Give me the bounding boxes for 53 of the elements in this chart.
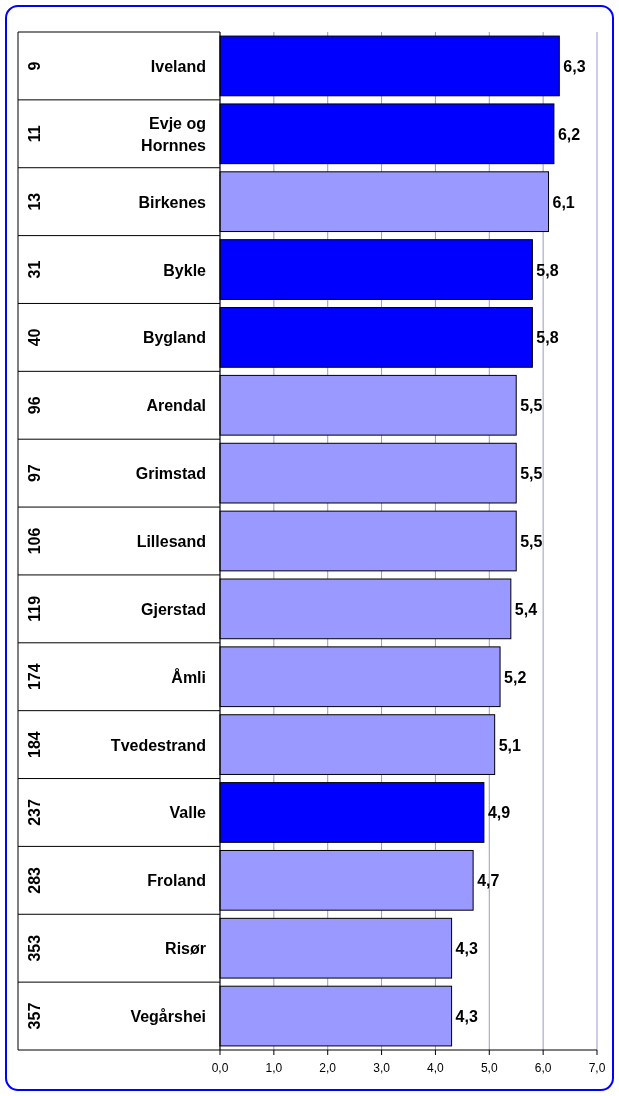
text: 96 [26,396,43,415]
text: 31 [26,260,43,279]
data-label: 5,5 [520,533,543,550]
y-tick-label: Risør [165,940,206,958]
text: 106 [26,527,43,555]
y-tick-label: Grimstad [135,465,206,483]
y-tick-label: Bygland [142,329,206,347]
text: 184 [26,731,43,758]
data-label: 6,1 [552,193,575,211]
y-tick-label: Arendal [146,397,206,415]
text: 283 [26,866,43,894]
data-label: 4,3 [455,940,478,958]
text: 9 [26,61,43,71]
y-tick-label: Evje og Hornnes [141,114,207,154]
x-tick-label: 2,0 [319,1061,337,1075]
text: 119 [26,595,43,622]
data-label: 4,9 [487,804,511,822]
y-tick-label: Froland [147,872,206,890]
data-label: 4,7 [477,872,500,890]
y-tick-label: Vegårshei [130,1008,206,1026]
y-tick-label: Valle [169,804,207,822]
data-label: 5,5 [520,397,543,415]
data-label: 5,8 [536,261,559,279]
y-tick-label: Bykle [163,261,207,279]
data-label: 5,1 [498,736,522,754]
y-tick-label: Birkenes [138,193,207,211]
data-label: 5,2 [504,668,527,686]
x-tick-label: 5,0 [480,1061,498,1075]
y-tick-label: Iveland [150,57,206,75]
text: 237 [26,799,43,826]
x-tick-label: 7,0 [588,1061,606,1075]
data-label: 5,5 [520,465,543,483]
data-label: 5,4 [514,600,538,618]
data-label: 6,3 [563,57,586,75]
text: 357 [26,1002,43,1030]
x-tick-label: 3,0 [373,1061,391,1075]
y-tick-label: Åmli [171,667,206,686]
text: 13 [26,192,43,211]
text: 353 [26,934,43,962]
x-tick-label: 4,0 [427,1061,445,1075]
x-tick-label: 1,0 [265,1061,283,1075]
text: 11 [26,125,43,143]
y-tick-label: Tvedestrand [110,736,206,754]
text: 174 [26,663,43,691]
data-label: 5,8 [536,329,559,347]
text: 97 [26,464,43,483]
x-tick-label: 0,0 [211,1061,229,1075]
y-tick-label: Lillesand [136,533,206,550]
data-label: 4,3 [455,1008,478,1026]
data-label: 6,2 [557,125,581,143]
x-tick-label: 6,0 [534,1061,552,1075]
y-tick-label: Gjerstad [141,600,206,618]
text: 40 [26,328,43,347]
